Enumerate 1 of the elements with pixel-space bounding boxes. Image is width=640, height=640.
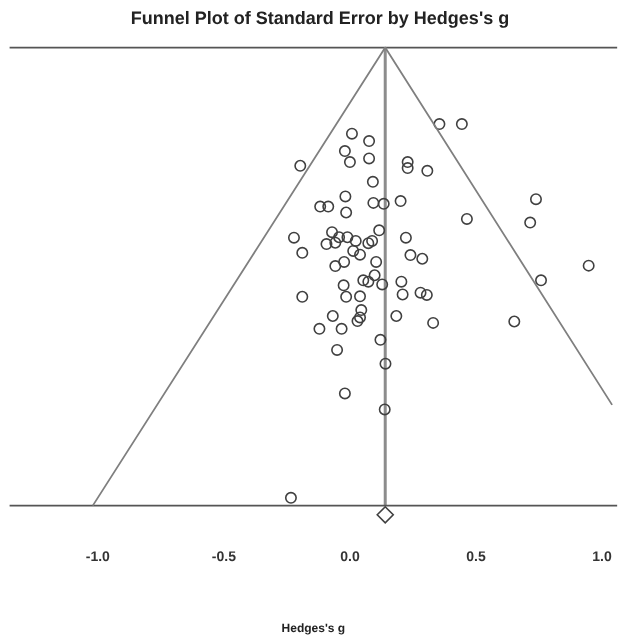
chart-title: Funnel Plot of Standard Error by Hedges's g — [130, 7, 510, 28]
